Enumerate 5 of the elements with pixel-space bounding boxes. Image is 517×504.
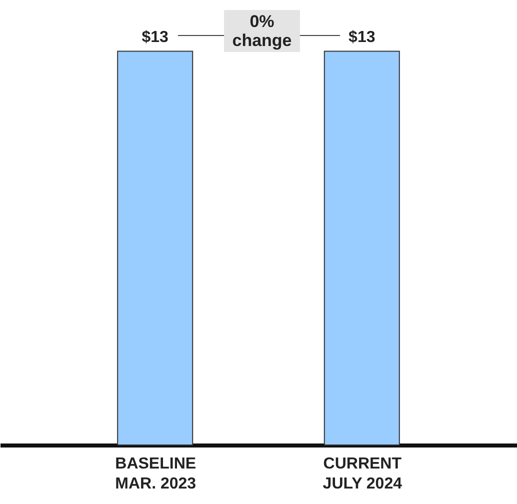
data-label: $13 xyxy=(348,29,376,46)
data-label: $13 xyxy=(142,29,169,46)
x-tick-label: CURRENT JULY 2024 xyxy=(322,456,402,492)
text: 0% change xyxy=(224,10,300,52)
x-tick-label: BASELINE MAR. 2023 xyxy=(115,456,196,492)
